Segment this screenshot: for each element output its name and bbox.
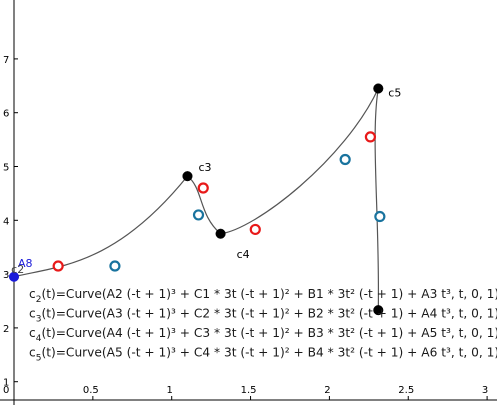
y-tick-label: 1 xyxy=(3,378,9,389)
curve-c5[interactable] xyxy=(375,88,378,310)
point-label: c5 xyxy=(388,86,401,99)
anchor-point[interactable] xyxy=(373,84,383,94)
control-point[interactable] xyxy=(194,210,203,219)
control-point[interactable] xyxy=(251,225,260,234)
control-point[interactable] xyxy=(375,212,384,221)
curves xyxy=(14,88,378,310)
equation-c5: c5(t)=Curve(A5 (-t + 1)³ + C4 * 3t (-t +… xyxy=(29,346,497,364)
point-label: c2 xyxy=(11,263,24,276)
x-tick-label: 0.5 xyxy=(83,385,99,396)
equation-c3: c3(t)=Curve(A3 (-t + 1)³ + C2 * 3t (-t +… xyxy=(29,307,497,325)
point-label: c3 xyxy=(198,161,211,174)
curve-c4[interactable] xyxy=(221,88,379,233)
y-tick-label: 4 xyxy=(3,216,9,227)
equations: c2(t)=Curve(A2 (-t + 1)³ + C1 * 3t (-t +… xyxy=(29,287,497,364)
y-tick-label: 3 xyxy=(3,270,9,281)
y-tick-label: 6 xyxy=(3,109,9,120)
anchor-point[interactable] xyxy=(216,229,226,239)
control-point[interactable] xyxy=(54,262,63,271)
points xyxy=(9,84,384,315)
curve-c2[interactable] xyxy=(14,176,187,277)
y-tick-label: 5 xyxy=(3,163,9,174)
x-tick-label: 3 xyxy=(482,385,488,396)
y-tick-label: 7 xyxy=(3,55,9,66)
y-tick-label: 2 xyxy=(3,324,9,335)
equation-c2: c2(t)=Curve(A2 (-t + 1)³ + C1 * 3t (-t +… xyxy=(29,287,497,305)
control-point[interactable] xyxy=(110,262,119,271)
control-point[interactable] xyxy=(341,155,350,164)
point-label: c4 xyxy=(237,248,250,261)
x-tick-label: 1 xyxy=(167,385,173,396)
x-tick-label: 2.5 xyxy=(398,385,414,396)
control-point[interactable] xyxy=(199,184,208,193)
anchor-point[interactable] xyxy=(183,171,193,181)
x-tick-label: 1.5 xyxy=(241,385,257,396)
control-point[interactable] xyxy=(366,132,375,141)
equation-c4: c4(t)=Curve(A4 (-t + 1)³ + C3 * 3t (-t +… xyxy=(29,326,497,344)
x-tick-label: 2 xyxy=(324,385,330,396)
